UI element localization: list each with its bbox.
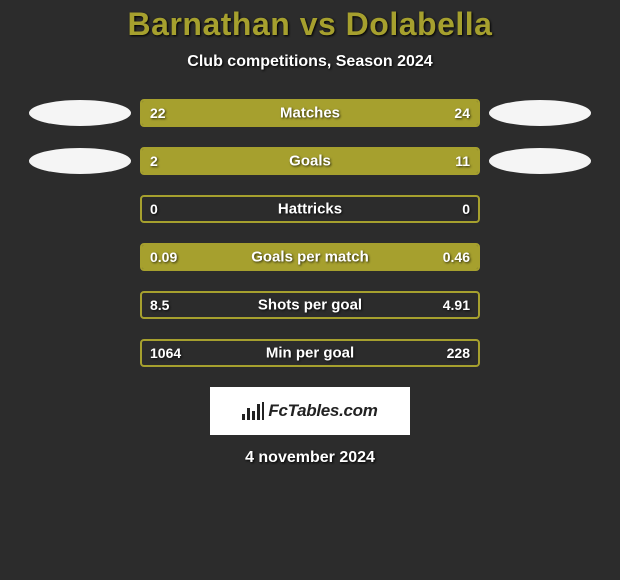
player-b-name: Dolabella — [346, 6, 493, 42]
value-left: 8.5 — [150, 297, 169, 313]
value-right: 228 — [447, 345, 470, 361]
stat-label: Matches — [280, 105, 340, 122]
stats-container: 22 Matches 24 2 Goals 11 0 Hattricks 0 0.09 Goals … — [0, 99, 620, 367]
stat-label: Hattricks — [278, 201, 342, 218]
badge-slot-right — [480, 100, 600, 126]
logo-box: FcTables.com — [210, 387, 410, 435]
badge-slot-left — [20, 100, 140, 126]
value-left: 1064 — [150, 345, 181, 361]
stat-row: 0.09 Goals per match 0.46 — [0, 243, 620, 271]
stat-label: Goals — [289, 153, 331, 170]
stat-row: 1064 Min per goal 228 — [0, 339, 620, 367]
stat-bar: 0 Hattricks 0 — [140, 195, 480, 223]
fill-right — [202, 149, 478, 173]
stat-row: 0 Hattricks 0 — [0, 195, 620, 223]
stat-bar: 2 Goals 11 — [140, 147, 480, 175]
stat-label: Shots per goal — [258, 297, 362, 314]
stat-bar: 0.09 Goals per match 0.46 — [140, 243, 480, 271]
title: Barnathan vs Dolabella — [0, 6, 620, 43]
stat-bar: 22 Matches 24 — [140, 99, 480, 127]
value-right: 0.46 — [443, 249, 470, 265]
comparison-infographic: Barnathan vs Dolabella Club competitions… — [0, 0, 620, 467]
stat-row: 2 Goals 11 — [0, 147, 620, 175]
stat-label: Min per goal — [266, 345, 354, 362]
value-right: 0 — [462, 201, 470, 217]
subtitle: Club competitions, Season 2024 — [0, 53, 620, 71]
team-badge-right — [489, 100, 591, 126]
logo-text: FcTables.com — [268, 401, 377, 421]
team-badge-left — [29, 148, 131, 174]
barchart-icon — [242, 402, 264, 420]
stat-bar: 1064 Min per goal 228 — [140, 339, 480, 367]
value-right: 24 — [454, 105, 470, 121]
date: 4 november 2024 — [0, 449, 620, 467]
stat-row: 22 Matches 24 — [0, 99, 620, 127]
team-badge-right — [489, 148, 591, 174]
vs-text: vs — [300, 6, 337, 42]
badge-slot-left — [20, 148, 140, 174]
value-right: 4.91 — [443, 297, 470, 313]
badge-slot-right — [480, 148, 600, 174]
value-left: 0.09 — [150, 249, 177, 265]
player-a-name: Barnathan — [128, 6, 291, 42]
stat-label: Goals per match — [251, 249, 369, 266]
value-right: 11 — [455, 153, 470, 169]
stat-row: 8.5 Shots per goal 4.91 — [0, 291, 620, 319]
stat-bar: 8.5 Shots per goal 4.91 — [140, 291, 480, 319]
value-left: 0 — [150, 201, 158, 217]
value-left: 22 — [150, 105, 166, 121]
value-left: 2 — [150, 153, 158, 169]
team-badge-left — [29, 100, 131, 126]
